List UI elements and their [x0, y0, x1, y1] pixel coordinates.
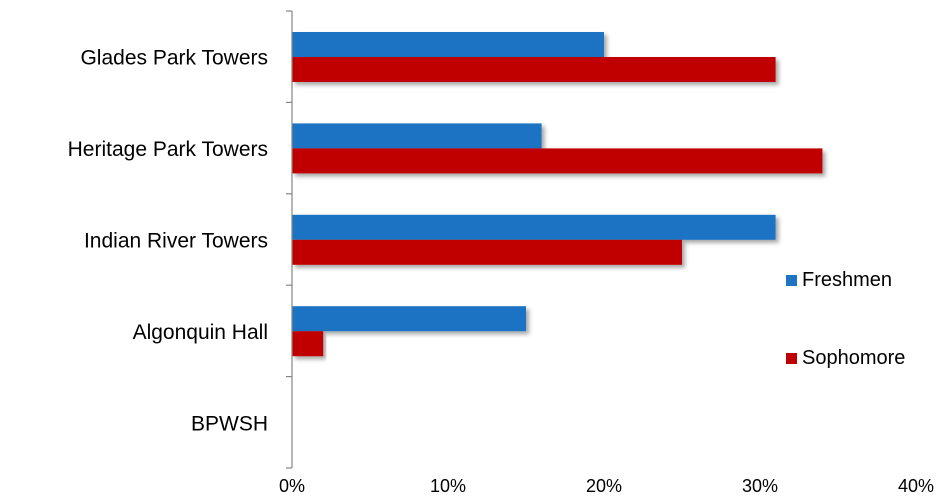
x-tick-label: 40%: [898, 476, 934, 496]
category-label-glades-park-towers: Glades Park Towers: [80, 47, 268, 70]
bar-sophomore-algonquin-hall: [292, 331, 324, 357]
bar-sophomore-indian-river-towers: [292, 239, 682, 265]
axis-layer: [286, 10, 293, 469]
x-tick-label: 20%: [586, 476, 622, 496]
category-label-bpwsh: BPWSH: [191, 412, 268, 435]
bar-sophomore-glades-park-towers: [292, 57, 776, 82]
bar-sophomore-heritage-park-towers: [292, 148, 823, 174]
bar-freshmen-glades-park-towers: [292, 32, 604, 57]
x-tick-label: 0%: [279, 476, 305, 496]
labels-layer: Glades Park Towers Heritage Park Towers In…: [68, 47, 934, 496]
legend-label-freshmen: Freshmen: [802, 269, 892, 291]
legend-label-sophomore: Sophomore: [802, 347, 905, 369]
bar-freshmen-indian-river-towers: [292, 214, 776, 240]
category-label-indian-river-towers: Indian River Towers: [84, 230, 268, 253]
bar-freshmen-heritage-park-towers: [292, 123, 542, 149]
legend-swatch-sophomore: [786, 353, 797, 364]
bars-layer: [292, 32, 823, 357]
x-tick-label: 30%: [742, 476, 778, 496]
bar-freshmen-algonquin-hall: [292, 306, 526, 332]
legend: Freshmen Sophomore: [786, 269, 905, 369]
legend-swatch-freshmen: [786, 275, 797, 286]
x-tick-label: 10%: [430, 476, 466, 496]
category-label-algonquin-hall: Algonquin Hall: [133, 321, 268, 344]
category-label-heritage-park-towers: Heritage Park Towers: [68, 138, 268, 161]
